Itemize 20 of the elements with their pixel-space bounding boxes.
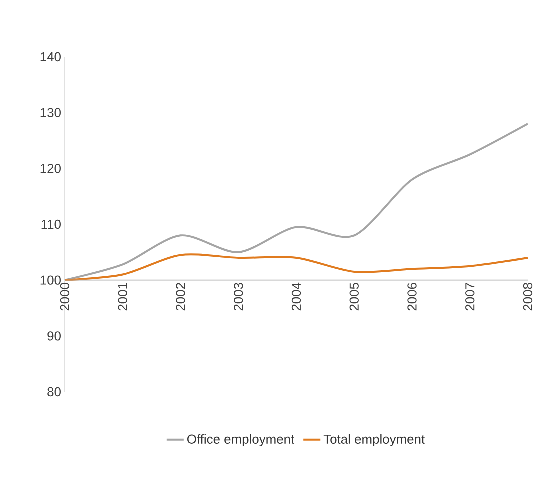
y-tick-label: 110: [42, 220, 61, 230]
x-tick-label: 2006: [408, 283, 417, 311]
line-series: [64, 254, 530, 282]
y-tick-label: 130: [40, 108, 61, 118]
y-tick-label: 140: [40, 52, 61, 62]
legend-label: Office employment: [188, 434, 295, 447]
x-tick-label: 2008: [523, 283, 533, 311]
x-tick-label: 2004: [292, 282, 302, 311]
x-tick-label: 2002: [176, 283, 186, 311]
x-tick-label: 2005: [350, 283, 359, 311]
y-tick-label: 90: [48, 332, 61, 341]
x-tick-label: 2003: [234, 283, 244, 311]
y-tick-label: 80: [48, 387, 61, 397]
legend-label: Total employment: [324, 434, 425, 447]
y-tick-label: 100: [40, 276, 61, 285]
x-tick-label: 2007: [466, 283, 475, 311]
x-tick-label: 2001: [118, 283, 128, 311]
y-tick-label: 120: [40, 164, 61, 174]
x-tick-label: 2000: [60, 283, 70, 311]
line-series: [64, 122, 530, 282]
